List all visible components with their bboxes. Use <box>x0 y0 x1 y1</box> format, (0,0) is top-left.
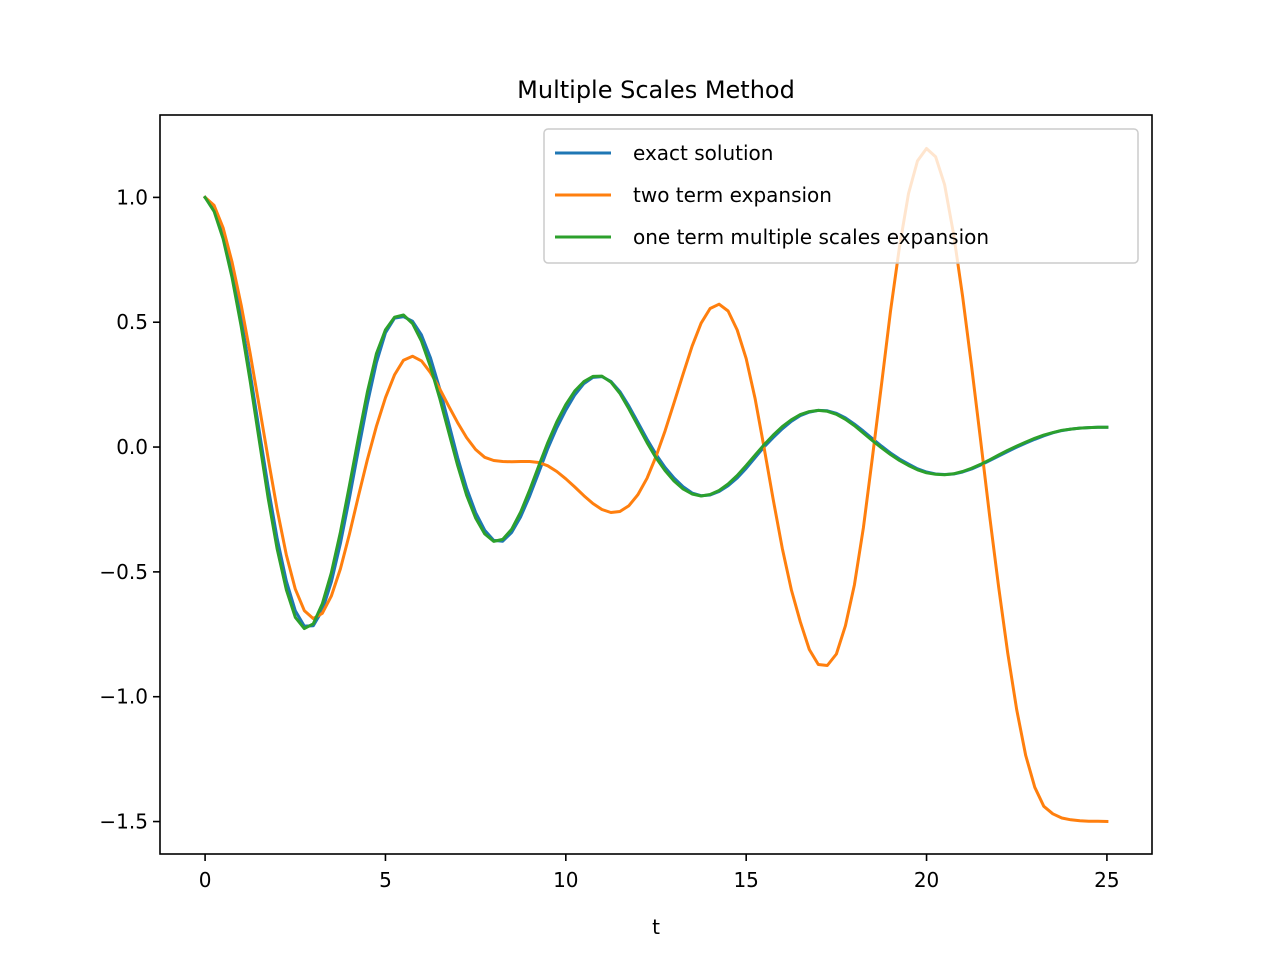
series-line-3 <box>203 195 1109 631</box>
x-tick-label: 15 <box>733 868 758 892</box>
y-tick-label: −0.5 <box>99 560 148 584</box>
x-tick-label: 5 <box>379 868 392 892</box>
legend: exact solution two term expansion one term… <box>543 128 1139 264</box>
x-tick-label: 20 <box>914 868 939 892</box>
y-tick-label: 1.0 <box>116 185 148 209</box>
y-axis: −1.5 −1.0 −0.5 0.0 0.5 1.0 <box>99 185 160 834</box>
x-axis: 0 5 10 15 20 25 <box>199 854 1120 892</box>
legend-label-2: two term expansion <box>633 183 832 207</box>
legend-label-1: exact solution <box>633 141 773 165</box>
x-tick-label: 0 <box>199 868 212 892</box>
legend-label-3: one term multiple scales expansion <box>633 225 989 249</box>
y-tick-label: 0.5 <box>116 310 148 334</box>
x-tick-label: 25 <box>1094 868 1119 892</box>
y-tick-label: −1.0 <box>99 685 148 709</box>
chart-title: Multiple Scales Method <box>517 76 795 104</box>
legend-frame <box>543 128 1139 264</box>
plot-frame <box>159 114 1153 855</box>
y-tick-label: 0.0 <box>116 435 148 459</box>
x-axis-label: t <box>652 915 660 939</box>
x-tick-label: 10 <box>553 868 578 892</box>
y-tick-label: −1.5 <box>99 810 148 834</box>
